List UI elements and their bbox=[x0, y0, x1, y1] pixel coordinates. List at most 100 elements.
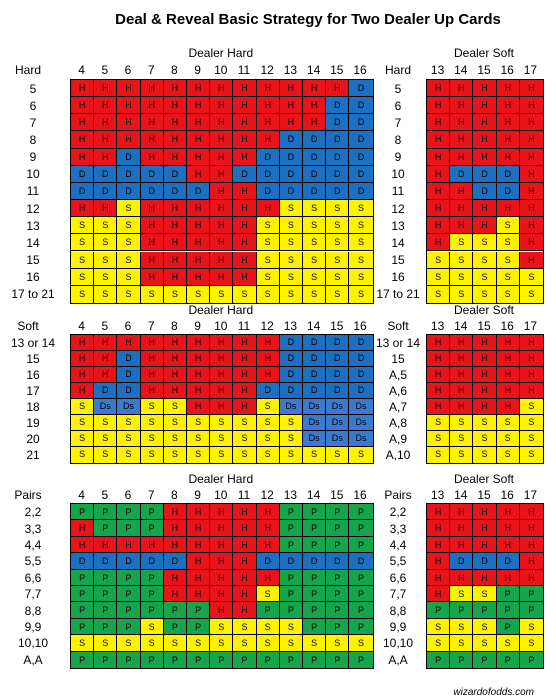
strategy-cell: S bbox=[163, 285, 187, 303]
column-header-dealer-12: 12 bbox=[260, 63, 274, 77]
strategy-cell: H bbox=[427, 165, 451, 183]
strategy-cell: D bbox=[349, 366, 373, 383]
strategy-cell: S bbox=[71, 268, 95, 286]
strategy-cell: H bbox=[427, 382, 451, 399]
strategy-cell: H bbox=[163, 217, 187, 235]
strategy-cell: H bbox=[210, 97, 234, 115]
strategy-cell: H bbox=[519, 114, 543, 132]
column-header-dealer-4: 4 bbox=[78, 319, 85, 333]
strategy-cell: P bbox=[256, 651, 280, 668]
strategy-cell: H bbox=[427, 182, 451, 201]
strategy-cell: P bbox=[279, 536, 303, 554]
strategy-cell: S bbox=[473, 446, 497, 463]
strategy-cell: D bbox=[450, 553, 474, 570]
strategy-cell: S bbox=[233, 430, 257, 447]
strategy-cell: D bbox=[326, 366, 350, 383]
strategy-cell: S bbox=[71, 414, 95, 431]
strategy-cell: S bbox=[94, 268, 118, 286]
strategy-cell: H bbox=[473, 520, 497, 537]
strategy-cell: D bbox=[473, 182, 497, 201]
strategy-cell: H bbox=[233, 569, 257, 586]
strategy-cell: S bbox=[450, 586, 474, 603]
strategy-cell: H bbox=[450, 131, 474, 149]
strategy-cell: Ds bbox=[326, 398, 350, 415]
row-label: 10 bbox=[26, 167, 40, 182]
row-label-right: A,A bbox=[388, 652, 408, 667]
strategy-cell: H bbox=[279, 80, 303, 98]
strategy-cell: H bbox=[496, 131, 520, 149]
strategy-cell: S bbox=[349, 234, 373, 252]
strategy-cell: H bbox=[496, 504, 520, 521]
row-group-label-right: Soft bbox=[387, 319, 409, 333]
strategy-cell: S bbox=[326, 251, 350, 269]
strategy-cell: S bbox=[496, 635, 520, 652]
column-header-dealer-16: 16 bbox=[353, 319, 367, 333]
strategy-cell: H bbox=[140, 251, 164, 269]
row-label: 2,2 bbox=[24, 505, 42, 520]
strategy-cell: S bbox=[519, 446, 543, 463]
strategy-cell: H bbox=[233, 182, 257, 201]
strategy-cell: S bbox=[427, 635, 451, 652]
strategy-cell: H bbox=[163, 366, 187, 383]
row-label-right: 6,6 bbox=[389, 570, 407, 585]
row-label-right: A,9 bbox=[388, 431, 407, 446]
strategy-cell: S bbox=[519, 285, 543, 303]
strategy-cell: D bbox=[140, 553, 164, 570]
column-header-dealer-7: 7 bbox=[147, 488, 155, 502]
strategy-cell: S bbox=[303, 234, 327, 252]
strategy-cell: S bbox=[256, 635, 280, 652]
column-header-dealer-15: 15 bbox=[330, 488, 344, 502]
strategy-cell: H bbox=[256, 335, 280, 351]
column-header-dealer-14: 14 bbox=[306, 488, 321, 502]
strategy-cell: H bbox=[303, 97, 327, 115]
strategy-cell: P bbox=[303, 536, 327, 554]
strategy-cell: S bbox=[187, 285, 211, 303]
strategy-cell: P bbox=[496, 602, 520, 619]
column-header-dealer-14: 14 bbox=[306, 63, 321, 77]
strategy-cell: S bbox=[427, 268, 451, 286]
column-header-dealer-6: 6 bbox=[124, 319, 132, 333]
column-header-dealer-11: 11 bbox=[237, 319, 251, 333]
strategy-cell: H bbox=[473, 504, 497, 521]
strategy-cell: P bbox=[117, 520, 141, 537]
strategy-cell: S bbox=[496, 268, 520, 286]
strategy-cell: S bbox=[94, 414, 118, 431]
strategy-cell: P bbox=[326, 520, 350, 537]
strategy-cell: H bbox=[450, 217, 474, 235]
strategy-cell: H bbox=[427, 586, 451, 603]
row-label-right: 5 bbox=[394, 81, 402, 96]
strategy-cell: S bbox=[140, 618, 164, 636]
strategy-cell: H bbox=[450, 382, 474, 399]
strategy-cell: H bbox=[256, 80, 280, 98]
strategy-cell: H bbox=[279, 97, 303, 115]
row-label: 18 bbox=[26, 399, 40, 414]
strategy-cell: H bbox=[210, 586, 234, 603]
strategy-cell: S bbox=[233, 635, 257, 652]
strategy-cell: S bbox=[349, 251, 373, 269]
strategy-cell: H bbox=[427, 234, 451, 252]
strategy-cell: S bbox=[473, 251, 497, 269]
strategy-cell: S bbox=[473, 234, 497, 252]
strategy-cell: P bbox=[210, 651, 234, 668]
strategy-cell: P bbox=[94, 618, 118, 636]
strategy-cell: S bbox=[117, 414, 141, 431]
strategy-cell: S bbox=[117, 234, 141, 252]
strategy-cell: S bbox=[279, 268, 303, 286]
strategy-cell: H bbox=[210, 398, 234, 415]
row-label: 12 bbox=[26, 201, 40, 216]
strategy-cell: P bbox=[233, 651, 257, 668]
strategy-cell: H bbox=[210, 382, 234, 399]
strategy-cell: S bbox=[233, 285, 257, 303]
strategy-cell: D bbox=[326, 148, 350, 166]
strategy-cell: D bbox=[117, 553, 141, 570]
strategy-cell: S bbox=[117, 430, 141, 447]
strategy-cell: H bbox=[427, 131, 451, 149]
strategy-cell: S bbox=[450, 251, 474, 269]
row-label: 5,5 bbox=[24, 554, 42, 569]
row-label-right: 4,4 bbox=[389, 538, 407, 552]
strategy-cell: D bbox=[326, 182, 350, 201]
strategy-cell: H bbox=[187, 536, 211, 554]
